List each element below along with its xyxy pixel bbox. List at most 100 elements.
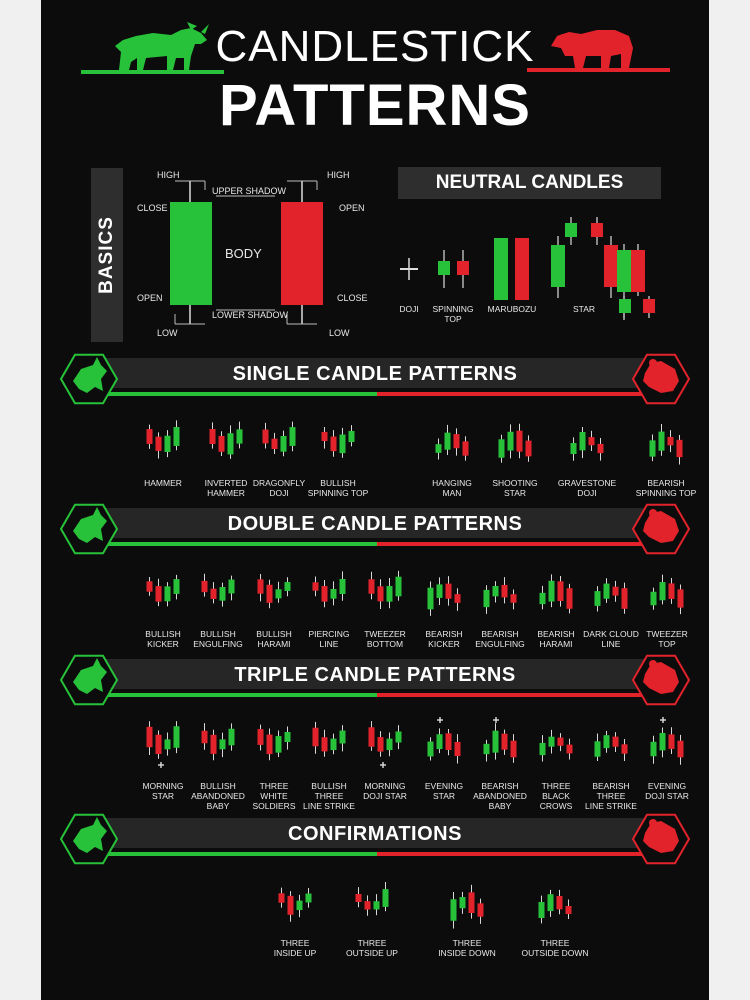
poster-graphics: [59, 22, 691, 929]
neutral-label: STAR: [572, 304, 596, 314]
section-header-bar: [99, 358, 647, 396]
pattern-label: BEARISH KICKER: [425, 629, 463, 649]
confirmation-pattern-chart: [450, 884, 484, 929]
double-pattern-chart: [146, 574, 180, 607]
triple-pattern-chart: [650, 717, 684, 765]
label-low-left: LOW: [157, 328, 178, 338]
pattern-label: EVENING STAR: [424, 781, 464, 801]
triple-pattern-chart: [427, 717, 461, 764]
triple-pattern-chart: [539, 729, 573, 762]
section-header-bar: [99, 508, 647, 546]
single-pattern-chart: [570, 426, 604, 461]
single-pattern-chart: [321, 425, 355, 458]
triple-pattern-chart: [368, 721, 402, 768]
pattern-label: PIERCING LINE: [308, 629, 350, 649]
label-body: BODY: [225, 246, 262, 261]
bull-hex-icon: [59, 654, 119, 706]
confirmation-pattern-chart: [278, 887, 312, 922]
label-close-right: CLOSE: [337, 293, 368, 303]
label-upper-shadow: UPPER SHADOW: [212, 186, 287, 196]
neutral-label: MARUBOZU: [487, 304, 537, 314]
label-low-right: LOW: [329, 328, 350, 338]
neutral-candles: [400, 217, 655, 320]
label-lower-shadow: LOWER SHADOW: [212, 310, 289, 320]
bear-hex-icon: [631, 353, 691, 405]
pattern-label: GRAVESTONE DOJI: [557, 478, 617, 498]
pattern-label: BULLISH KICKER: [145, 629, 181, 649]
triple-pattern-chart: [257, 724, 291, 761]
section-title: CONFIRMATIONS: [288, 823, 462, 845]
label-high-left: HIGH: [157, 170, 180, 180]
section-header-bar: [99, 818, 647, 856]
triple-pattern-chart: [146, 721, 180, 768]
bull-hex-icon: [59, 813, 119, 865]
pattern-label: BULLISH ENGULFING: [193, 629, 243, 649]
label-high-right: HIGH: [327, 170, 350, 180]
neutral-label: DOJI: [399, 304, 419, 314]
section-title: SINGLE CANDLE PATTERNS: [232, 363, 518, 385]
section-title: DOUBLE CANDLE PATTERNS: [227, 513, 523, 535]
triple-pattern-chart: [312, 721, 346, 757]
bear-hex-icon: [631, 654, 691, 706]
pattern-label: BEARISH HARAMI: [537, 629, 575, 649]
double-pattern-chart: [483, 577, 517, 614]
basics-panel: [91, 168, 123, 342]
pattern-label: INVERTED HAMMER: [204, 478, 248, 498]
pattern-label: SHOOTING STAR: [492, 478, 538, 498]
pattern-label: DARK CLOUD LINE: [583, 629, 639, 649]
neutral-label: SPINNING TOP: [432, 304, 474, 324]
double-pattern-chart: [201, 573, 235, 607]
double-pattern-chart: [650, 574, 684, 615]
pattern-label: BEARISH ABANDONED BABY: [473, 781, 527, 811]
pattern-label: BULLISH ABANDONED BABY: [191, 781, 245, 811]
pattern-label: THREE OUTSIDE DOWN: [521, 938, 589, 958]
double-pattern-chart: [594, 578, 628, 614]
section-header-bar: [99, 659, 647, 697]
pattern-label: MORNING DOJI STAR: [363, 781, 407, 801]
pattern-label: THREE BLACK CROWS: [539, 781, 573, 811]
pattern-label: BULLISH HARAMI: [256, 629, 292, 649]
double-pattern-chart: [257, 573, 291, 609]
label-close-left: CLOSE: [137, 203, 168, 213]
double-pattern-chart: [312, 571, 346, 608]
triple-pattern-chart: [483, 717, 517, 763]
title-line-2: PATTERNS: [219, 73, 531, 138]
single-pattern-chart: [649, 424, 683, 465]
pattern-label: BEARISH ENGULFING: [475, 629, 525, 649]
triple-pattern-chart: [594, 730, 628, 762]
single-pattern-chart: [146, 420, 180, 459]
poster: CANDLESTICK PATTERNS BASICS HIGH CLOSE O…: [41, 0, 709, 1000]
label-open-right: OPEN: [339, 203, 365, 213]
double-pattern-chart: [368, 570, 402, 609]
pattern-label: DRAGONFLY DOJI: [252, 478, 306, 498]
pattern-label: BEARISH THREE LINE STRIKE: [585, 781, 637, 811]
bull-hex-icon: [59, 503, 119, 555]
pattern-label: THREE INSIDE DOWN: [438, 938, 496, 958]
pattern-label: THREE INSIDE UP: [273, 938, 317, 958]
pattern-label: TWEEZER TOP: [646, 629, 688, 649]
basics-diagram: [170, 180, 323, 325]
pattern-label: EVENING DOJI STAR: [645, 781, 689, 801]
bull-icon: [81, 22, 224, 74]
single-pattern-chart: [209, 421, 243, 459]
double-pattern-chart: [427, 576, 461, 616]
pattern-label: BULLISH THREE LINE STRIKE: [303, 781, 355, 811]
pattern-label: HANGING MAN: [432, 478, 472, 498]
pattern-label: THREE WHITE SOLDIERS: [252, 781, 296, 811]
bear-icon: [527, 30, 670, 72]
pattern-label: THREE OUTSIDE UP: [346, 938, 398, 958]
triple-pattern-chart: [201, 723, 235, 761]
confirmation-pattern-chart: [538, 889, 572, 924]
pattern-label: BEARISH SPINNING TOP: [635, 478, 697, 498]
single-pattern-chart: [262, 421, 296, 457]
pattern-label: MORNING STAR: [142, 781, 184, 801]
double-pattern-chart: [539, 574, 573, 614]
pattern-label: TWEEZER BOTTOM: [364, 629, 406, 649]
title-line-1: CANDLESTICK: [215, 22, 535, 71]
confirmation-pattern-chart: [355, 882, 389, 916]
label-open-left: OPEN: [137, 293, 163, 303]
bear-hex-icon: [631, 503, 691, 555]
pattern-label: HAMMER: [144, 478, 182, 488]
basics-title: BASICS: [96, 216, 117, 294]
pattern-graphics: [146, 420, 684, 929]
